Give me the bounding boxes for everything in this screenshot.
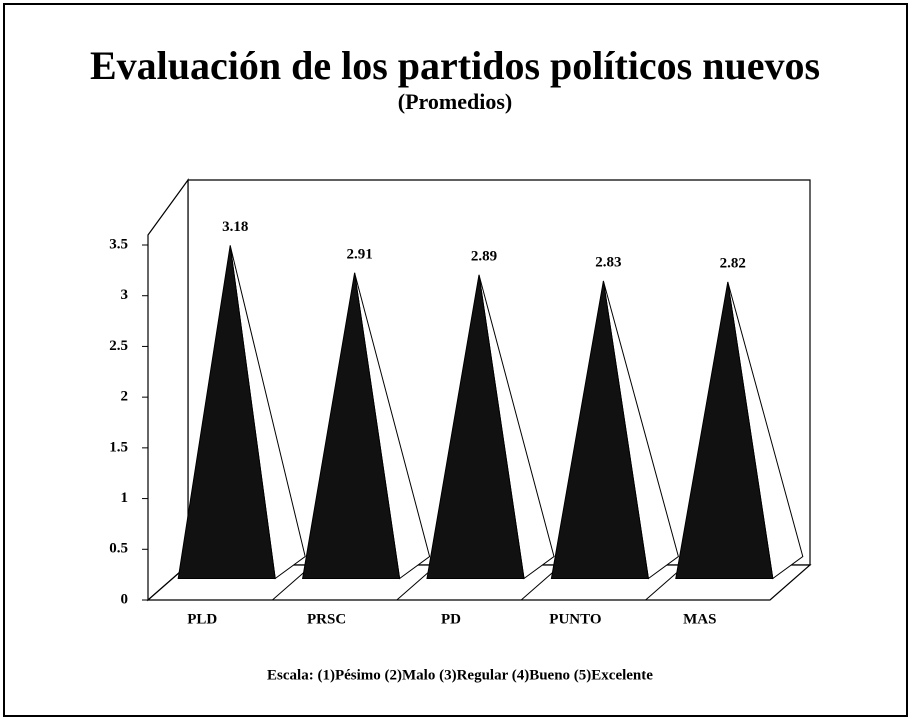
y-tick-label: 2.5: [109, 338, 128, 354]
y-tick-label: 0: [121, 591, 129, 607]
x-tick-label: MAS: [683, 611, 716, 627]
x-tick-label: PLD: [187, 611, 217, 627]
value-label: 2.91: [346, 246, 372, 262]
y-tick-label: 3.5: [109, 236, 128, 252]
footnote: Escala: (1)Pésimo (2)Malo (3)Regular (4)…: [267, 667, 653, 683]
y-tick-label: 1: [121, 490, 129, 506]
pyramid: [426, 274, 525, 579]
value-label: 2.83: [595, 254, 621, 270]
plot: 0 0.5 1 1.5 2 2.5 3 3.5 PLD 3.18 PRSC 2.91 PD 2.89 PUN…: [109, 178, 812, 627]
x-tick-label: PD: [441, 611, 461, 627]
pyramid: [302, 272, 401, 579]
chart-subtitle: (Promedios): [398, 89, 512, 114]
y-tick-label: 0.5: [109, 541, 128, 557]
y-tick-label: 1.5: [109, 439, 128, 455]
value-label: 2.89: [471, 248, 497, 264]
x-tick-label: PUNTO: [549, 611, 601, 627]
y-tick-label: 2: [121, 389, 129, 405]
value-label: 3.18: [222, 219, 248, 235]
pyramid: [177, 245, 276, 579]
chart-title: Evaluación de los partidos políticos nue…: [90, 43, 820, 88]
frame: [3, 3, 908, 717]
pyramid: [550, 280, 649, 579]
x-tick-label: PRSC: [307, 611, 346, 627]
value-label: 2.82: [720, 255, 746, 271]
side-wall: [147, 178, 189, 602]
pyramid: [675, 281, 774, 579]
y-tick-label: 3: [121, 287, 129, 303]
